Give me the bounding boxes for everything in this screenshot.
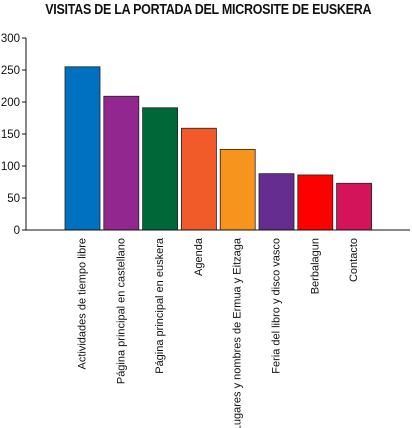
bar-5 xyxy=(219,148,256,231)
x-category-label: Página principal en castellano xyxy=(115,238,127,384)
x-category-label: Página principal en euskera xyxy=(154,237,166,374)
y-tick-label: 200 xyxy=(1,97,20,109)
y-tick-label: 250 xyxy=(1,65,20,77)
x-category-label: Lugares y nombres de Ermua y Eitzaga xyxy=(232,237,244,428)
x-category-label: Feria del libro y disco vasco xyxy=(271,238,283,374)
y-tick-label: 100 xyxy=(1,161,20,173)
bar-6 xyxy=(258,173,295,231)
bar-3 xyxy=(142,107,179,231)
bars-group xyxy=(64,66,373,231)
y-tick-label: 50 xyxy=(7,193,20,205)
x-category-label: Actividades de tiempo libre xyxy=(77,238,89,369)
y-tick-label: 300 xyxy=(1,33,20,45)
bar-7 xyxy=(297,174,334,231)
y-axis: 0 50 100 150 200 250 300 xyxy=(1,33,27,237)
x-axis: Actividades de tiempo libre Página princi… xyxy=(26,229,410,428)
chart-title: VISITAS DE LA PORTADA DEL MICROSITE DE E… xyxy=(45,2,372,18)
bar-2 xyxy=(103,95,140,231)
bar-1 xyxy=(64,66,101,231)
y-tick-label: 0 xyxy=(14,225,20,237)
bar-4 xyxy=(180,127,217,231)
bar-8 xyxy=(336,182,373,231)
x-category-label: Contacto xyxy=(348,238,360,282)
x-category-label: Agenda xyxy=(193,237,205,276)
y-tick-label: 150 xyxy=(1,129,20,141)
x-category-label: Berbalagun xyxy=(309,238,321,294)
